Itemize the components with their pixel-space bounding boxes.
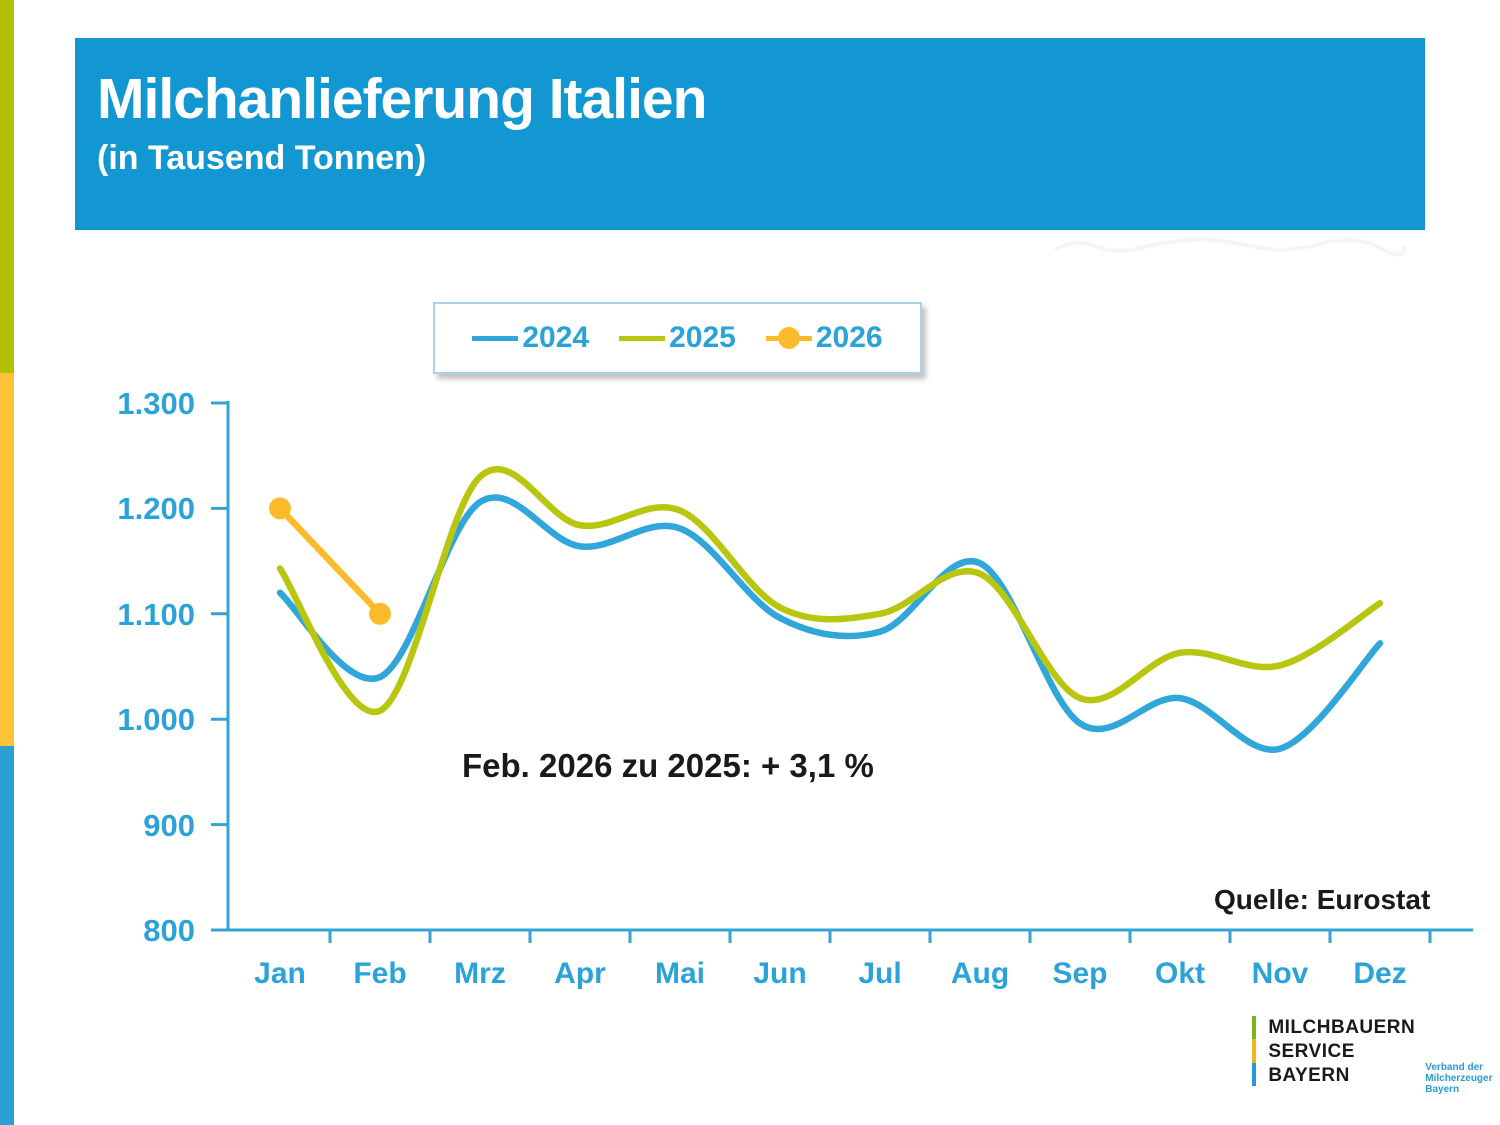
stripe-segment-orange: [0, 373, 14, 746]
milchbauern-service-bayern-logo: MILCHBAUERN SERVICE BAYERN Verband der M…: [1252, 1016, 1500, 1095]
faint-watermark: [1053, 237, 1407, 257]
legend-label: 2024: [522, 321, 590, 354]
x-tick-label: Dez: [1353, 957, 1406, 990]
source-text: Quelle: Eurostat: [1214, 884, 1431, 915]
series-line-2026: [276, 505, 384, 618]
x-tick-label: Mai: [655, 957, 705, 990]
legend-label: 2026: [815, 321, 883, 354]
legend-item-2025: 2025: [619, 323, 736, 353]
page-subtitle: (in Tausend Tonnen): [97, 138, 427, 177]
y-tick-label: 800: [143, 913, 195, 948]
header-banner: Milchanlieferung Italien (in Tausend Ton…: [75, 38, 1425, 230]
legend-line-swatch: [472, 335, 519, 341]
series-marker-2026: [269, 497, 291, 520]
x-tick-label: Aug: [951, 957, 1009, 990]
legend-line-swatch: [765, 327, 812, 349]
series-line-2024: [276, 494, 1384, 753]
x-tick-label: Jun: [753, 957, 806, 990]
chart-series: [269, 466, 1384, 753]
y-tick-label: 1.100: [117, 597, 195, 632]
x-tick-label: Jul: [858, 957, 901, 990]
logo-bar-blue: [1252, 1062, 1257, 1086]
left-color-stripe: [0, 0, 14, 1125]
logo-wordmark: MILCHBAUERN SERVICE BAYERN: [1268, 1016, 1415, 1088]
x-tick-label: Nov: [1252, 957, 1309, 990]
annotation-text: Feb. 2026 zu 2025: + 3,1 %: [462, 747, 874, 784]
legend-marker-dot: [777, 327, 800, 349]
y-tick-label: 900: [143, 808, 195, 843]
chart-legend: 2024 2025 2026: [433, 302, 922, 374]
stripe-segment-blue: [0, 746, 14, 1125]
logo-line-2: SERVICE: [1268, 1041, 1355, 1062]
series-line-2025: [276, 466, 1384, 716]
y-tick-label: 1.200: [117, 491, 195, 526]
logo-subtext: Verband der Milcherzeuger Bayern: [1425, 1062, 1500, 1095]
legend-item-2026: 2026: [765, 321, 883, 354]
logo-subtext-line-2: Milcherzeuger Bayern: [1425, 1073, 1493, 1095]
chart-axes: [211, 401, 1473, 943]
logo-line-1: MILCHBAUERN: [1268, 1017, 1416, 1038]
page-title: Milchanlieferung Italien: [97, 67, 707, 131]
logo-subtext-line-1: Verband der: [1425, 1062, 1484, 1073]
y-axis-ticks: [211, 401, 228, 932]
series-marker-2026: [369, 602, 391, 625]
stripe-segment-green: [0, 0, 14, 373]
x-tick-label: Feb: [353, 957, 406, 990]
y-axis-labels: 1.300 1.200 1.100 1.000 900 800: [117, 386, 195, 948]
x-tick-label: Apr: [554, 957, 606, 990]
x-axis-labels: Jan Feb Mrz Apr Mai Jun Jul Aug Sep Okt …: [254, 957, 1407, 990]
x-tick-label: Jan: [254, 957, 306, 990]
x-tick-label: Sep: [1052, 957, 1107, 990]
logo-color-bar: [1252, 1016, 1257, 1086]
y-tick-label: 1.300: [117, 386, 195, 421]
legend-label: 2025: [669, 321, 736, 354]
legend-line-swatch: [619, 335, 666, 341]
x-tick-label: Okt: [1155, 957, 1205, 990]
y-tick-label: 1.000: [117, 702, 195, 737]
x-tick-label: Mrz: [454, 957, 506, 990]
logo-bar-green: [1252, 1016, 1257, 1040]
x-axis-ticks: [328, 930, 1432, 943]
logo-bar-yellow: [1252, 1039, 1257, 1063]
logo-line-3: BAYERN: [1268, 1065, 1350, 1086]
legend-item-2024: 2024: [472, 323, 589, 353]
